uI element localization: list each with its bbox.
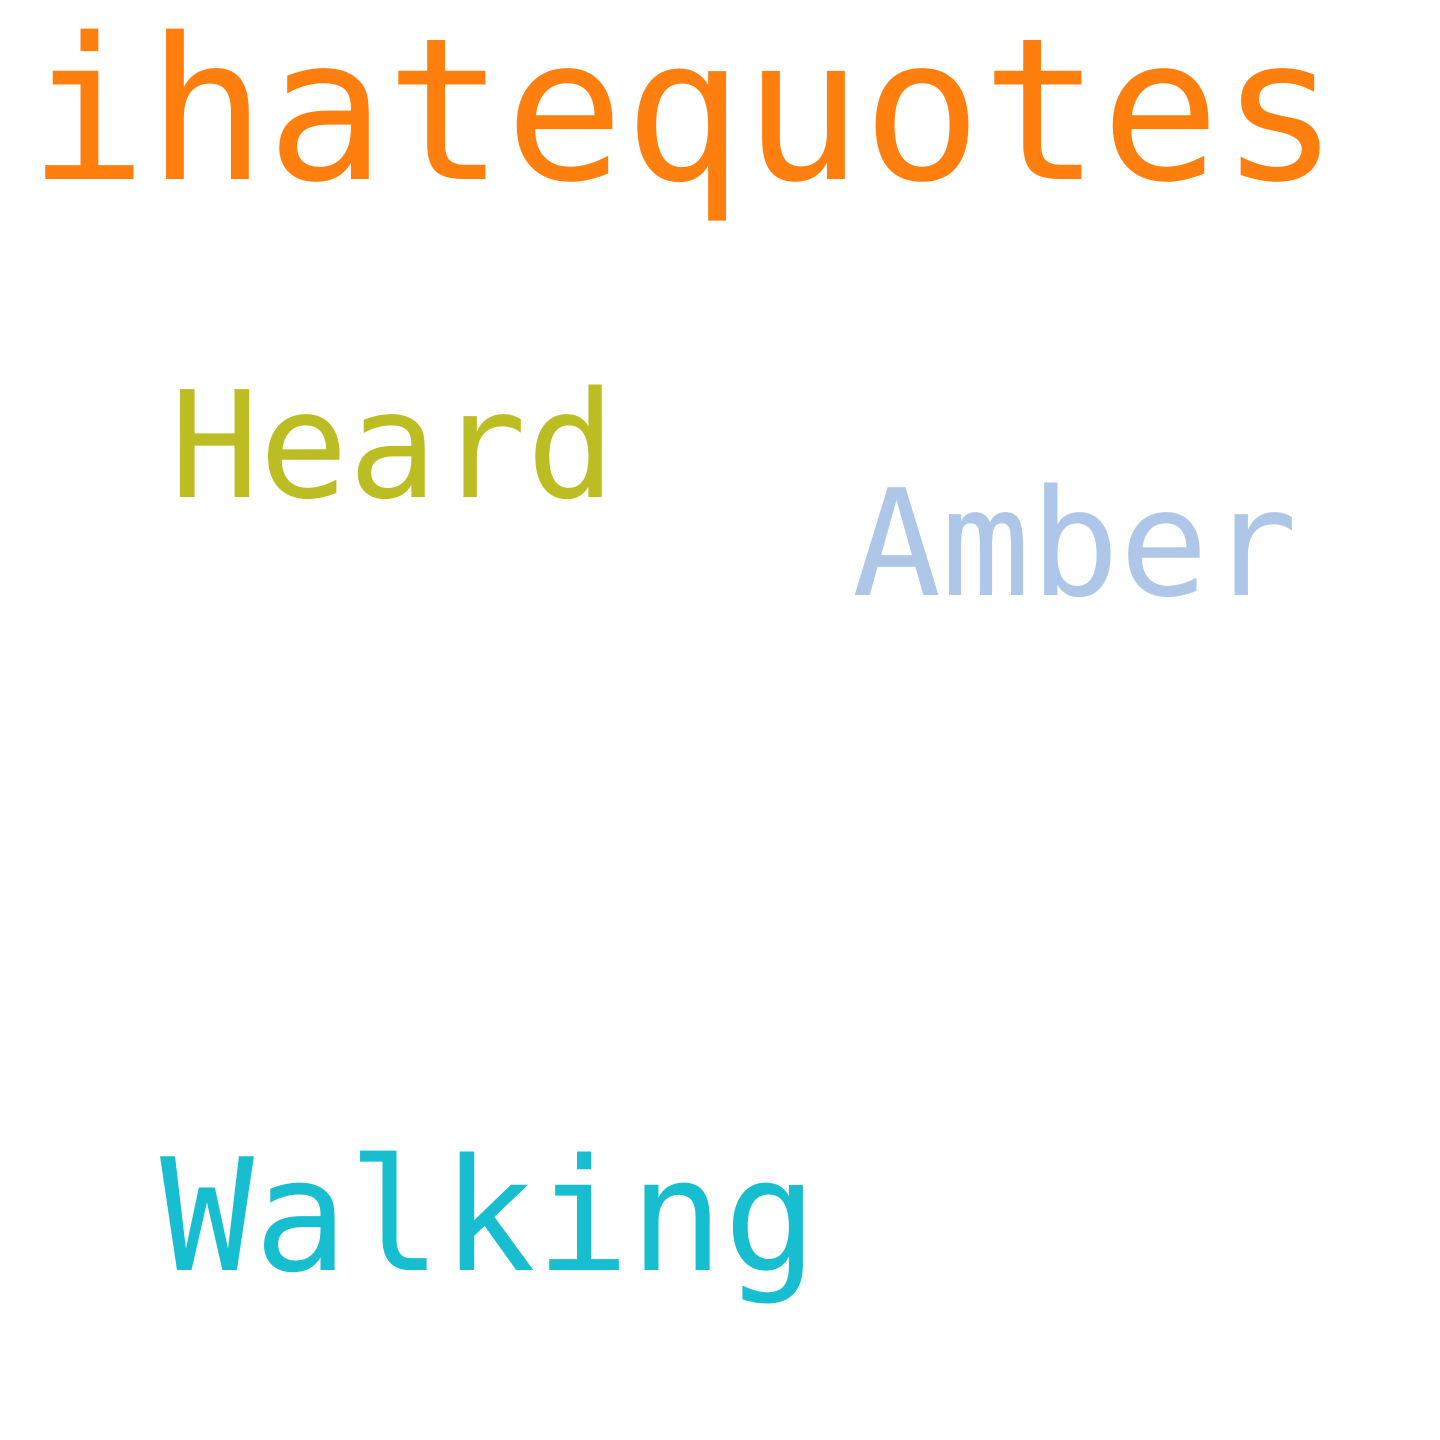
word-walking: Walking bbox=[160, 1125, 818, 1307]
word-heard: Heard bbox=[170, 360, 616, 532]
word-ihatequotes: ihatequotes bbox=[28, 0, 1340, 226]
word-amber: Amber bbox=[852, 458, 1298, 630]
